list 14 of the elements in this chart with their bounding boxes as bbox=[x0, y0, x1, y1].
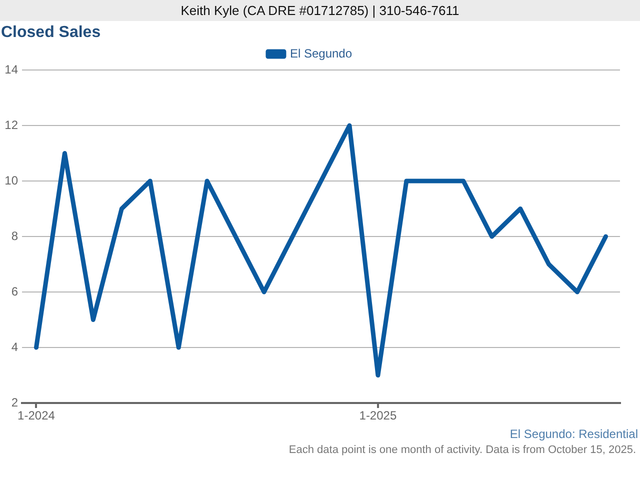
legend-label: El Segundo bbox=[290, 46, 352, 60]
text: Each data point is one month of activity. Data is from October 15, 2025. bbox=[288, 444, 636, 456]
chart-title: Closed Sales bbox=[1, 24, 101, 42]
y-tick-label: 4 bbox=[11, 340, 18, 354]
x-tick-label: 1-2025 bbox=[359, 408, 397, 423]
y-tick-label: 6 bbox=[11, 284, 18, 298]
text: Keith Kyle (CA DRE #01712785) | 310-546-7611 bbox=[0, 0, 640, 21]
y-tick-label: 12 bbox=[4, 118, 18, 132]
y-tick-label: 2 bbox=[11, 395, 18, 410]
y-tick-label: 8 bbox=[11, 228, 18, 243]
x-tick-label: 1-2024 bbox=[18, 408, 56, 423]
y-tick-label: 14 bbox=[4, 62, 18, 76]
y-tick-label: 10 bbox=[4, 173, 18, 188]
text: El Segundo: Residential bbox=[510, 427, 638, 441]
